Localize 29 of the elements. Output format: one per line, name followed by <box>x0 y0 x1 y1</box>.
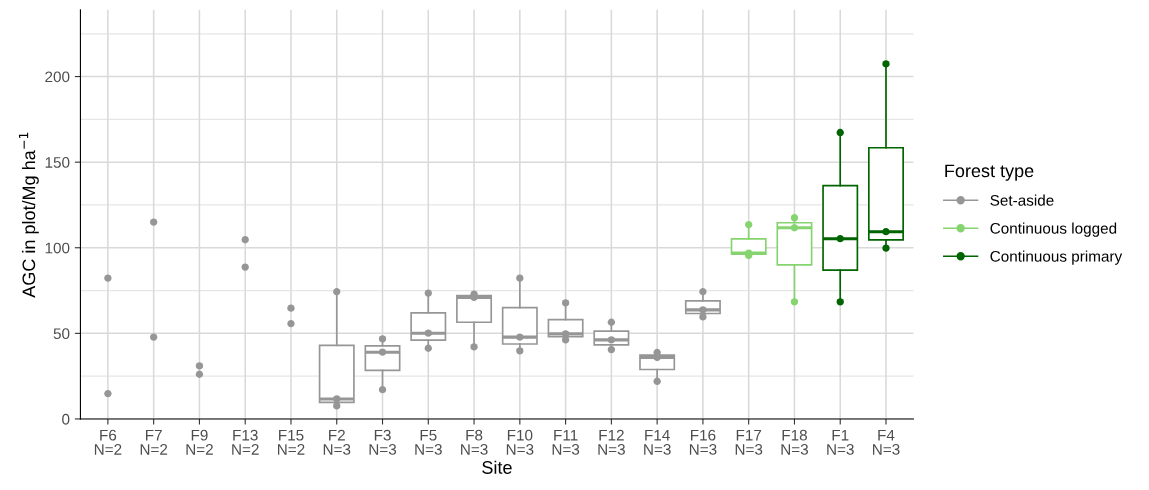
x-tick-label: F11 N=3 <box>552 429 580 455</box>
legend-label: Continuous primary <box>990 250 1123 265</box>
x-tick-label: F14 N=3 <box>644 429 671 455</box>
x-tick-label: F6 N=2 <box>94 429 122 455</box>
x-tick-label: F9 N=2 <box>186 429 213 455</box>
x-tick-label: F17 N=3 <box>735 429 763 455</box>
x-axis-title: Site <box>482 460 512 474</box>
x-tick-label: F12 N=3 <box>598 429 625 455</box>
x-tick-label: F1 N=3 <box>827 429 854 455</box>
x-tick-label: F2 N=3 <box>323 429 351 455</box>
y-axis-title: AGC in plot/Mg ha$^{−1}$ <box>18 132 39 298</box>
x-tick-label: F18 N=3 <box>781 429 809 455</box>
x-tick-label: F7 N=2 <box>140 429 168 455</box>
x-tick-label: F13 N=2 <box>232 429 259 455</box>
x-tick-label: F10 N=3 <box>506 429 534 455</box>
x-tick-label: F8 N=3 <box>461 429 488 455</box>
legend-label: Set-aside <box>990 194 1054 206</box>
x-tick-label: F16 N=3 <box>689 429 717 455</box>
y-tick-label: 200 <box>45 71 70 83</box>
x-tick-label: F5 N=3 <box>415 429 442 455</box>
y-tick-label: 50 <box>53 328 70 340</box>
y-tick-label: 0 <box>62 413 70 425</box>
legend-title: Forest type <box>945 164 1034 181</box>
y-tick-label: 100 <box>45 242 70 254</box>
x-tick-label: F4 N=3 <box>873 429 900 455</box>
x-tick-label: F15 N=2 <box>278 429 305 455</box>
y-tick-label: 150 <box>45 157 70 168</box>
legend-label: Continuous logged <box>990 222 1117 237</box>
x-tick-label: F3 N=3 <box>369 429 397 455</box>
